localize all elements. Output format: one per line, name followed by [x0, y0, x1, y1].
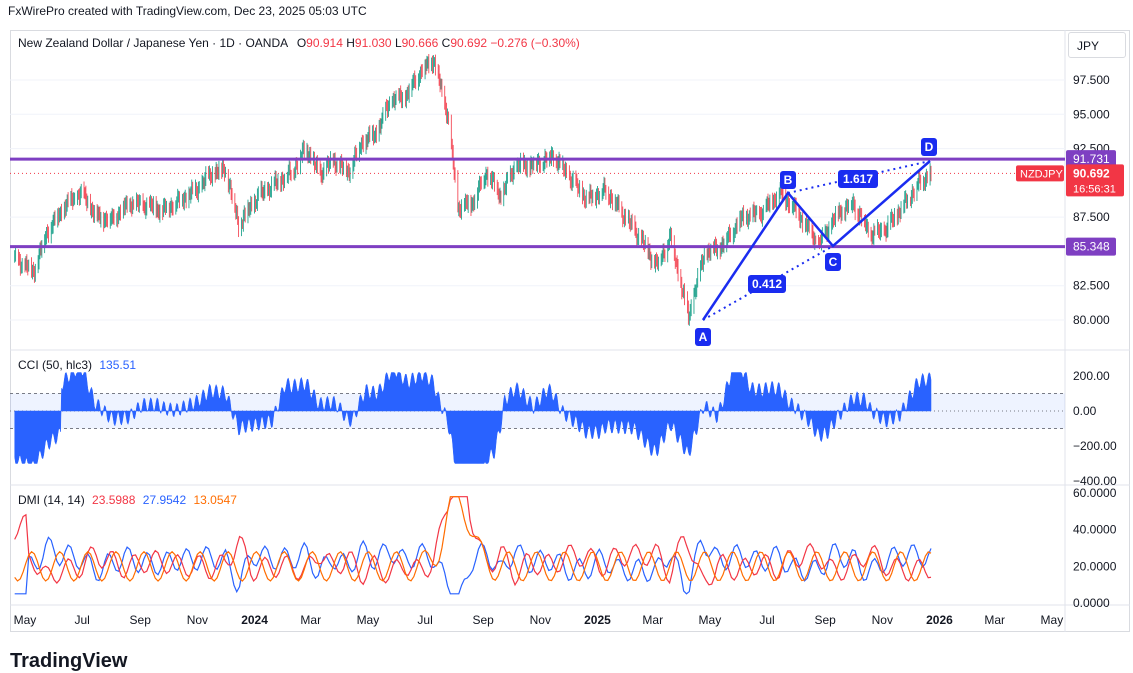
dmi-value-3: 13.0547	[193, 493, 237, 507]
last-price-tag	[1066, 164, 1124, 197]
cci-axis-label: 200.00	[1073, 369, 1110, 383]
dmi-label: DMI (14, 14)	[18, 493, 85, 507]
ac-dotted-line	[702, 245, 834, 321]
time-tick-label: Jul	[417, 613, 432, 627]
time-tick-label: Mar	[642, 613, 663, 627]
time-tick-label: Mar	[300, 613, 321, 627]
time-tick-label: May	[1041, 613, 1064, 627]
time-tick-label: Mar	[984, 613, 1005, 627]
time-tick-label: May	[699, 613, 722, 627]
pattern-point-box	[780, 171, 796, 189]
low-label: L	[394, 36, 402, 50]
support-price-tag	[1066, 237, 1116, 256]
dmi-value-2: 27.9542	[142, 493, 187, 507]
tradingview-logo: TradingView	[10, 650, 128, 672]
time-tick-label: Sep	[130, 613, 152, 627]
time-tick-label: Sep	[814, 613, 836, 627]
countdown-label: 16:56:31	[1073, 183, 1116, 195]
ratio-cd-box	[838, 170, 878, 188]
cci-legend[interactable]: CCI (50, hlc3) 135.51	[18, 358, 136, 372]
dmi-axis-label: 20.0000	[1073, 559, 1117, 573]
ratio-cd-label: 1.617	[843, 172, 873, 186]
pattern-point-a: A	[699, 330, 708, 344]
dmi-minus-line	[14, 496, 932, 587]
last-price-label: 90.692	[1073, 166, 1110, 180]
close-label: C	[441, 36, 451, 50]
pattern-lines	[701, 160, 931, 321]
pattern-point-box	[825, 253, 841, 271]
time-tick-label: 2024	[241, 613, 268, 627]
chart-frame	[10, 30, 1130, 632]
high-label: H	[346, 36, 355, 50]
chart-header: FxWirePro created with TradingView.com, …	[8, 4, 367, 18]
ratio-bc-box	[748, 275, 786, 293]
symbol-title: New Zealand Dollar / Japanese Yen · 1D ·…	[18, 36, 288, 50]
currency-button[interactable]: JPY	[1068, 32, 1126, 58]
pattern-point-d: D	[925, 140, 934, 154]
time-tick-label: 2025	[584, 613, 611, 627]
ratio-bc-label: 0.412	[752, 277, 782, 291]
time-tick-label: Jul	[74, 613, 89, 627]
open-label: O	[296, 36, 307, 50]
time-tick-label: Nov	[187, 613, 208, 627]
pattern-point-box	[921, 138, 937, 156]
open-value: 90.914	[306, 36, 343, 50]
adx-line	[14, 496, 932, 582]
dmi-plus-line	[14, 536, 932, 595]
pattern-point-box	[695, 328, 711, 346]
price-tick-label: 82.500	[1073, 279, 1110, 293]
resistance-price-label: 91.731	[1073, 152, 1110, 166]
time-tick-label: Sep	[472, 613, 494, 627]
cci-label: CCI (50, hlc3)	[18, 358, 93, 372]
cci-area	[14, 371, 932, 464]
cci-value: 135.51	[99, 358, 137, 372]
dmi-value-1: 23.5988	[92, 493, 136, 507]
pattern-point-b: B	[784, 173, 793, 187]
cci-axis-label: −200.00	[1073, 439, 1117, 453]
time-tick-label: Nov	[872, 613, 893, 627]
change-value: −0.276 (−0.30%)	[490, 36, 580, 50]
time-tick-label: 2026	[926, 613, 953, 627]
cci-axis-label: 0.00	[1073, 404, 1097, 418]
close-value: 90.692	[450, 36, 488, 50]
price-tick-label: 87.500	[1073, 210, 1110, 224]
time-tick-label: May	[14, 613, 37, 627]
dmi-axis-label: 0.0000	[1073, 596, 1110, 610]
ticker-label: NZDJPY	[1020, 168, 1063, 180]
time-tick-label: May	[357, 613, 380, 627]
price-tick-label: 80.000	[1073, 313, 1110, 327]
symbol-legend[interactable]: New Zealand Dollar / Japanese Yen · 1D ·…	[18, 36, 580, 50]
dmi-axis-label: 40.0000	[1073, 523, 1117, 537]
dmi-axis-label: 60.0000	[1073, 486, 1117, 500]
low-value: 90.666	[401, 36, 439, 50]
support-price-label: 85.348	[1073, 240, 1110, 254]
price-tick-label: 97.500	[1073, 73, 1110, 87]
time-tick-label: Jul	[759, 613, 774, 627]
high-value: 91.030	[354, 36, 392, 50]
time-tick-label: Nov	[530, 613, 551, 627]
candles-group	[14, 54, 932, 326]
price-tick-label: 95.000	[1073, 107, 1110, 121]
cci-axis-label: −400.00	[1073, 474, 1117, 488]
ticker-tag	[1016, 165, 1064, 182]
dmi-legend[interactable]: DMI (14, 14) 23.5988 27.9542 13.0547	[18, 493, 237, 507]
pattern-point-c: C	[829, 255, 838, 269]
resistance-price-tag	[1066, 150, 1116, 169]
